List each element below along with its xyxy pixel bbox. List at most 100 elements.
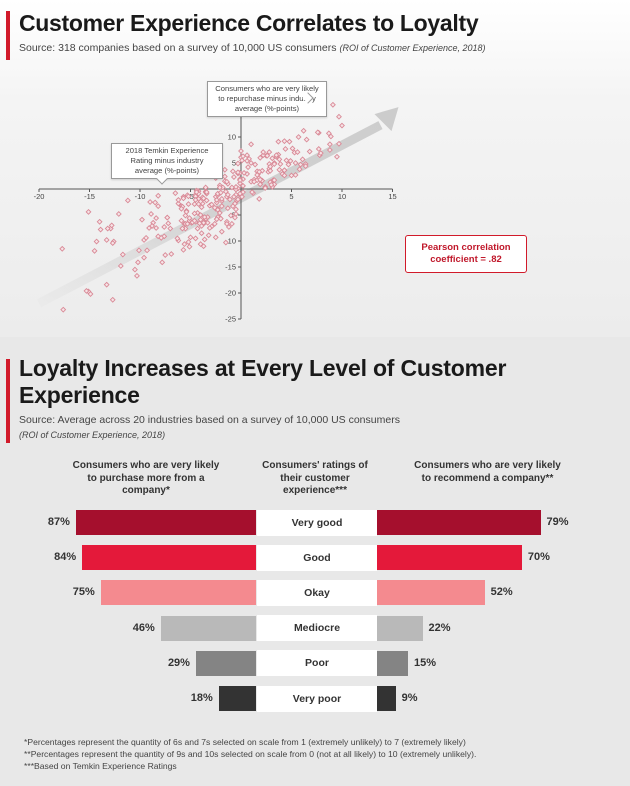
scatter-point <box>103 237 110 243</box>
recommend-value-label: 52% <box>490 586 513 599</box>
rating-category-label: Okay <box>257 579 377 606</box>
scatter-chart: -20-15-10-5510152015105-5-10-15-20-25 <box>34 81 399 324</box>
scatter-point <box>59 245 66 252</box>
scatter-point <box>178 217 185 224</box>
scatter-point <box>115 211 122 217</box>
scatter-point <box>239 157 245 164</box>
recommend-value-label: 15% <box>414 656 437 669</box>
scatter-point <box>158 234 165 241</box>
scatter-point <box>218 228 225 235</box>
correlation-section <box>0 0 630 337</box>
scatter-point <box>196 220 203 227</box>
scatter-point <box>217 189 224 196</box>
scatter-point <box>339 122 345 129</box>
scatter-point <box>329 101 336 108</box>
scatter-point <box>174 235 181 242</box>
scatter-point <box>273 152 280 159</box>
pearson-line-2: coefficient = .82 <box>430 254 502 265</box>
footnotes: *Percentages represent the quantity of 6… <box>24 736 476 773</box>
scatter-point <box>237 190 243 197</box>
scatter-point <box>216 184 223 191</box>
scatter-point <box>181 241 188 248</box>
scatter-point <box>235 196 241 203</box>
scatter-point <box>222 239 229 246</box>
footnote-3: ***Based on Temkin Experience Ratings <box>24 761 177 772</box>
scatter-point <box>184 220 191 227</box>
scatter-point <box>297 161 304 168</box>
scatter-point <box>179 225 186 232</box>
scatter-point <box>117 263 124 269</box>
scatter-point <box>224 205 231 212</box>
scatter-point <box>223 220 230 227</box>
scatter-point <box>155 203 162 210</box>
scatter-point <box>299 156 306 163</box>
scatter-point <box>147 199 154 205</box>
column-header-recommend: Consumers who are very likely to recomme… <box>414 460 561 484</box>
scatter-point <box>286 138 293 145</box>
scatter-point <box>292 172 299 178</box>
rating-category-label: Mediocre <box>257 615 377 642</box>
scatter-point <box>264 152 271 159</box>
rating-category-label: Poor <box>257 650 377 677</box>
scatter-point <box>202 184 209 191</box>
scatter-point <box>221 173 228 180</box>
scatter-point <box>152 199 159 206</box>
scatter-point <box>300 127 307 134</box>
scatter-point <box>213 196 220 203</box>
scatter-point <box>281 167 288 174</box>
scatter-point <box>212 234 219 241</box>
scatter-point <box>271 177 278 184</box>
source-line-2: Source: Average across 20 industries bas… <box>19 414 400 426</box>
scatter-point <box>168 251 175 257</box>
scatter-point <box>221 166 228 173</box>
scatter-point <box>240 189 246 196</box>
scatter-point <box>277 161 284 167</box>
purchase-value-label: 29% <box>167 656 190 669</box>
column-header-purchase: Consumers who are very likely to purchas… <box>72 460 220 496</box>
scatter-point <box>187 234 194 241</box>
scatter-point <box>244 157 250 164</box>
scatter-point <box>186 243 193 250</box>
scatter-point <box>167 225 174 232</box>
scatter-point <box>233 211 239 217</box>
scatter-point <box>119 251 126 258</box>
scatter-point <box>256 195 263 202</box>
scatter-point <box>262 185 269 191</box>
column-header-rating: Consumers' ratings of their customer exp… <box>262 460 368 496</box>
scatter-point <box>266 149 273 156</box>
y-tick-label: 10 <box>228 133 236 142</box>
scatter-point <box>201 236 208 243</box>
recommend-value-label: 79% <box>546 516 569 528</box>
recommend-bar <box>377 650 409 676</box>
scatter-point <box>183 208 190 215</box>
scatter-point <box>96 218 103 225</box>
rating-category-label: Very good <box>257 509 377 536</box>
recommend-bar <box>377 580 485 606</box>
x-tick-label: 15 <box>388 192 396 201</box>
scatter-point <box>139 216 145 223</box>
purchase-bar <box>75 510 256 535</box>
scatter-point <box>334 153 340 160</box>
scatter-point <box>229 168 236 175</box>
scatter-point <box>251 178 258 185</box>
scatter-point <box>191 201 198 208</box>
scatter-point <box>257 181 264 188</box>
scatter-point <box>206 225 213 231</box>
scatter-point <box>240 182 246 189</box>
scatter-point <box>267 167 274 174</box>
scatter-point <box>200 219 207 226</box>
recommend-value-label: 70% <box>527 551 550 564</box>
scatter-point <box>260 152 267 159</box>
scatter-point <box>292 160 299 166</box>
scatter-point <box>161 224 168 230</box>
scatter-point <box>326 141 333 148</box>
scatter-point <box>198 230 205 237</box>
scatter-point <box>148 211 155 217</box>
x-tick-label: 5 <box>289 192 293 201</box>
scatter-point <box>191 217 198 224</box>
scatter-point <box>201 214 208 221</box>
scatter-point <box>104 225 111 232</box>
recommend-value-label: 9% <box>401 692 418 704</box>
scatter-point <box>180 195 187 202</box>
scatter-point <box>193 189 200 196</box>
